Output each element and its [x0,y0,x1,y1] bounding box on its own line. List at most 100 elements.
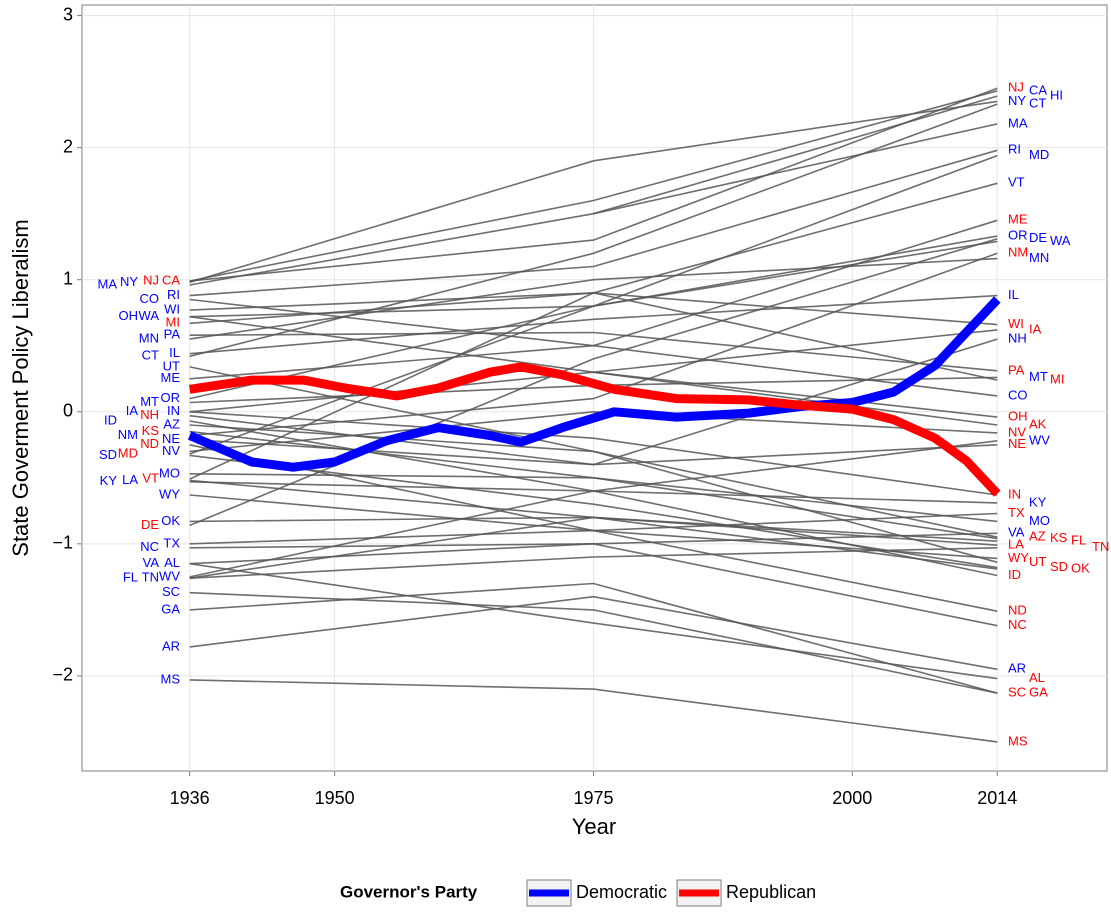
state-line [189,149,998,297]
state-label: GA [1029,685,1048,700]
state-label: AZ [163,416,180,431]
state-label: DE [141,517,159,532]
state-line [189,440,998,578]
state-label: RI [167,287,180,302]
state-label: DE [1029,230,1047,245]
state-label: OR [1008,228,1028,243]
x-tick-label: 1936 [170,788,210,808]
state-label: TX [1008,505,1025,520]
state-label: NH [140,407,159,422]
state-label: NC [140,539,159,554]
state-line [189,547,998,579]
state-label: ID [1008,567,1021,582]
state-label: WA [139,308,160,323]
y-tick-label: 3 [63,4,73,24]
state-label: CT [1029,95,1046,110]
state-line [189,595,998,671]
state-label: LA [1008,537,1024,552]
state-label: CT [142,348,159,363]
state-label: UT [163,358,180,373]
state-label: TN [142,570,159,585]
state-line [189,154,998,455]
state-label: IA [126,403,139,418]
state-label: NY [1008,93,1026,108]
state-label: AL [164,555,180,570]
state-label: NM [118,427,138,442]
smooth-line [187,296,1001,472]
state-label: NE [1008,436,1026,451]
legend: Governor's Party Democratic Republican [340,879,816,907]
state-label: KY [100,473,118,488]
state-label: TX [163,535,180,550]
state-label: MD [118,445,138,460]
state-line [189,252,998,437]
state-label: LA [122,472,138,487]
state-line [189,90,998,282]
state-label: NV [1008,424,1026,439]
state-label: TN [1092,539,1109,554]
state-label: OH [1008,408,1028,423]
state-label: IN [167,403,180,418]
state-label: MI [1050,372,1064,387]
state-label: ND [1008,603,1027,618]
state-label: ND [140,436,159,451]
y-tick-label: 1 [63,268,73,288]
state-label: VT [142,471,159,486]
y-tick-label: −2 [52,665,73,685]
state-label: NY [120,274,138,289]
state-label: SD [99,447,117,462]
state-label: MN [139,331,159,346]
smooth-line [189,362,1001,497]
state-line [189,257,998,340]
state-line [189,591,998,694]
state-label: FL [1071,533,1086,548]
axes: 1936 1950 1975 2000 2014 −2 −1 0 1 2 3 [52,4,1017,807]
legend-label: Republican [726,882,816,902]
x-tick-label: 2000 [832,788,872,808]
state-label: HI [1050,88,1063,103]
state-label: OK [161,513,180,528]
y-axis-title: State Goverment Policy Liberalism [8,219,33,556]
state-label: MO [1029,513,1050,528]
state-label: NV [162,443,180,458]
state-label: IL [169,345,180,360]
state-line [189,411,998,496]
state-line [189,294,998,355]
state-label: FL [123,570,138,585]
x-axis-title: Year [572,814,616,839]
state-label: WV [1029,432,1050,447]
state-label: CO [140,291,160,306]
state-line [189,532,998,565]
state-label: IN [1008,486,1021,501]
state-label: SD [1050,559,1068,574]
state-label: VT [1008,175,1025,190]
x-tick-label: 1950 [315,788,355,808]
state-label: WY [159,486,180,501]
state-line [593,371,998,426]
state-line [189,424,998,538]
state-label: OH [119,308,139,323]
state-label: ME [1008,212,1028,227]
state-label: AL [1029,670,1045,685]
state-label: WI [164,302,180,317]
state-label: MI [166,315,180,330]
state-label: AR [1008,661,1026,676]
state-line [189,182,998,480]
state-label: OR [161,390,181,405]
state-label: CO [1008,387,1028,402]
state-label: WI [1008,316,1024,331]
state-label: WV [159,568,180,583]
state-label: GA [161,601,180,616]
state-label: MA [98,276,118,291]
state-line [189,331,998,372]
state-label: MT [1029,369,1048,384]
state-label: AR [162,638,180,653]
legend-label: Democratic [576,882,667,902]
state-line [189,410,998,453]
state-line [189,562,998,680]
smooth-lines [187,296,1001,497]
state-line [189,473,998,523]
state-label: MN [1029,250,1049,265]
